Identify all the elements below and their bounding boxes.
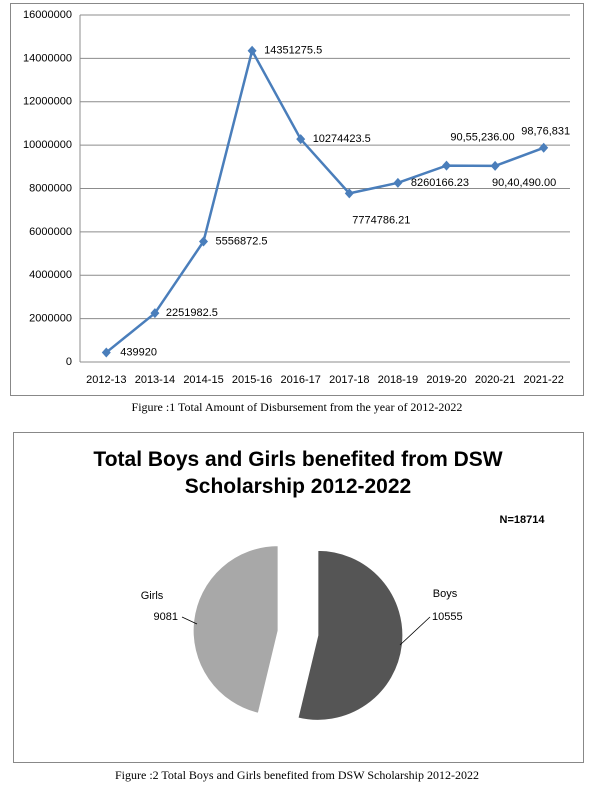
x-tick-label: 2013-14 bbox=[135, 374, 175, 386]
x-tick-label: 2015-16 bbox=[232, 374, 272, 386]
data-label: 9081 bbox=[154, 611, 178, 623]
x-tick-label: 2017-18 bbox=[329, 374, 369, 386]
figure-caption: Figure :1 Total Amount of Disbursement f… bbox=[132, 400, 463, 414]
x-tick-label: 2021-22 bbox=[524, 374, 564, 386]
x-tick-label: 2018-19 bbox=[378, 374, 418, 386]
chart-frame bbox=[13, 432, 584, 763]
y-tick-label: 16000000 bbox=[23, 9, 72, 21]
x-tick-label: 2014-15 bbox=[183, 374, 223, 386]
y-tick-label: 10000000 bbox=[23, 139, 72, 151]
marker bbox=[393, 177, 403, 188]
x-tick-label: 2012-13 bbox=[86, 374, 126, 386]
data-label: 98,76,831 bbox=[521, 126, 570, 138]
leader-line bbox=[181, 616, 198, 625]
data-label: 5556872.5 bbox=[216, 235, 268, 247]
chart-frame bbox=[10, 3, 584, 396]
annotation: N=18714 bbox=[500, 514, 546, 526]
y-tick-label: 0 bbox=[66, 356, 72, 368]
marker bbox=[247, 45, 257, 56]
data-label: 90,40,490.00 bbox=[492, 177, 556, 189]
data-label: 10555 bbox=[432, 611, 463, 623]
data-label: 439920 bbox=[120, 346, 157, 358]
y-tick-label: 6000000 bbox=[29, 226, 72, 238]
data-label: 7774786.21 bbox=[352, 214, 410, 226]
figure-caption: Figure :2 Total Boys and Girls benefited… bbox=[115, 768, 479, 782]
marker bbox=[344, 188, 354, 199]
marker bbox=[150, 308, 160, 319]
marker bbox=[490, 160, 500, 171]
line bbox=[105, 47, 545, 354]
marker bbox=[539, 142, 549, 153]
legend-label: Boys bbox=[433, 588, 458, 600]
chart-title: Total Boys and Girls benefited from DSW S… bbox=[93, 448, 502, 498]
x-tick-label: 2019-20 bbox=[426, 374, 466, 386]
data-label: 10274423.5 bbox=[313, 133, 371, 145]
x-tick-label: 2020-21 bbox=[475, 374, 515, 386]
leader-line bbox=[399, 616, 431, 646]
marker bbox=[442, 160, 451, 171]
y-tick-label: 2000000 bbox=[29, 313, 72, 325]
data-label: 2251982.5 bbox=[166, 307, 218, 319]
marker bbox=[296, 134, 306, 145]
x-tick-label: 2016-17 bbox=[281, 374, 321, 386]
data-label: 14351275.5 bbox=[264, 45, 322, 57]
marker bbox=[199, 236, 208, 247]
data-label: 8260166.23 bbox=[411, 177, 469, 189]
y-tick-label: 8000000 bbox=[29, 182, 72, 194]
pie-slice bbox=[297, 549, 404, 721]
data-label: 90,55,236.00 bbox=[450, 132, 514, 144]
y-tick-label: 12000000 bbox=[23, 96, 72, 108]
legend-label: Girls bbox=[141, 590, 164, 602]
y-tick-label: 14000000 bbox=[23, 52, 72, 64]
marker bbox=[101, 347, 111, 358]
pie-slice bbox=[192, 545, 279, 714]
y-tick-label: 4000000 bbox=[29, 269, 72, 281]
